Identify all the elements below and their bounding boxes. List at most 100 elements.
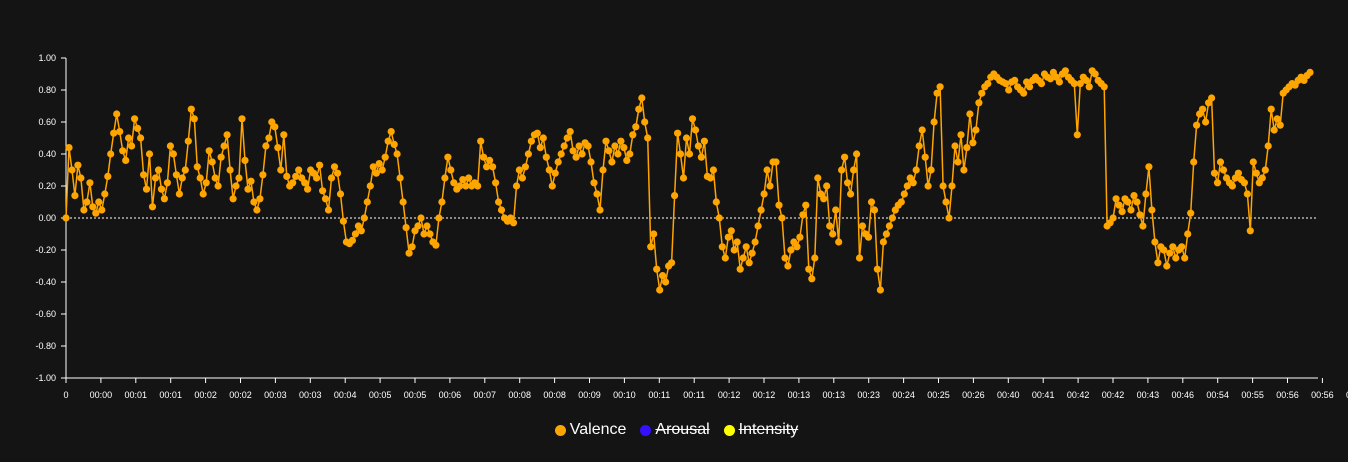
data-point xyxy=(351,230,359,238)
data-point xyxy=(688,115,697,123)
data-point xyxy=(1202,118,1210,126)
data-point xyxy=(196,174,204,182)
data-point xyxy=(86,179,94,187)
data-point xyxy=(140,171,148,179)
data-point xyxy=(1142,190,1150,198)
data-point xyxy=(593,190,601,198)
data-point xyxy=(459,176,467,184)
data-point xyxy=(116,128,124,136)
x-tick-label: 00:57 xyxy=(1346,390,1353,400)
data-point xyxy=(611,142,619,150)
data-point xyxy=(596,206,604,214)
data-point xyxy=(766,182,774,190)
legend-item-arousal[interactable]: Arousal xyxy=(640,421,710,439)
data-point xyxy=(1276,121,1284,129)
data-point xyxy=(951,142,959,150)
data-point xyxy=(65,144,73,152)
data-point xyxy=(829,230,837,238)
data-point xyxy=(166,142,174,150)
data-point xyxy=(524,150,533,158)
data-point xyxy=(903,182,911,190)
data-point xyxy=(1193,121,1201,129)
data-point xyxy=(1118,208,1126,216)
data-point xyxy=(796,233,804,241)
data-point xyxy=(751,238,759,246)
x-tick-label: 00:42 xyxy=(1102,390,1125,400)
data-point xyxy=(1261,166,1269,174)
data-point xyxy=(671,192,679,200)
data-point xyxy=(390,140,398,148)
data-point xyxy=(736,265,744,273)
data-point xyxy=(521,163,530,171)
data-point xyxy=(823,182,831,190)
chart-legend: Valence Arousal Intensity xyxy=(0,421,1353,439)
data-point xyxy=(172,171,180,179)
data-point xyxy=(927,166,935,174)
data-point xyxy=(292,172,300,180)
data-point xyxy=(674,129,682,137)
x-tick-label: 00:13 xyxy=(823,390,846,400)
data-point xyxy=(676,150,685,158)
data-point xyxy=(697,153,706,161)
data-point xyxy=(682,134,691,142)
data-point xyxy=(128,142,136,150)
x-tick-label: 00:46 xyxy=(1172,390,1195,400)
data-point xyxy=(808,275,816,283)
data-point xyxy=(718,243,726,251)
x-tick-label: 00:43 xyxy=(1137,390,1160,400)
data-point xyxy=(876,286,885,294)
data-point xyxy=(1267,105,1275,113)
data-point xyxy=(921,153,929,161)
x-tick-label: 00:55 xyxy=(1241,390,1264,400)
x-tick-label: 00:56 xyxy=(1276,390,1299,400)
data-point xyxy=(71,192,79,200)
data-point xyxy=(1252,169,1260,177)
data-point xyxy=(882,230,891,238)
data-point xyxy=(122,156,130,164)
data-point xyxy=(110,129,118,137)
data-point xyxy=(969,139,977,147)
data-point xyxy=(745,259,753,267)
legend-label: Valence xyxy=(569,421,627,438)
data-point xyxy=(134,124,142,132)
data-point xyxy=(142,185,151,193)
y-tick-label: 0.20 xyxy=(38,181,56,191)
data-point xyxy=(960,166,968,174)
legend-item-valence[interactable]: Valence xyxy=(554,421,627,439)
data-point xyxy=(1115,201,1123,209)
data-point xyxy=(1240,179,1248,187)
data-point xyxy=(441,174,449,182)
data-point xyxy=(727,227,735,235)
data-point xyxy=(486,156,494,164)
data-point xyxy=(1219,166,1228,174)
data-point xyxy=(384,137,392,145)
x-tick-label: 00:10 xyxy=(613,390,636,400)
data-point xyxy=(157,185,166,193)
data-point xyxy=(98,206,106,214)
data-point xyxy=(131,115,139,123)
data-point xyxy=(679,174,688,182)
data-point xyxy=(1210,169,1219,177)
data-point xyxy=(1148,206,1156,214)
data-point xyxy=(492,179,500,187)
data-point xyxy=(975,99,983,107)
data-point xyxy=(1208,94,1216,102)
data-point xyxy=(584,142,592,150)
data-point xyxy=(1085,83,1093,91)
x-tick-label: 00:41 xyxy=(1032,390,1055,400)
data-point xyxy=(274,144,282,152)
data-point xyxy=(321,195,330,203)
data-point xyxy=(548,182,556,190)
data-point xyxy=(712,198,720,206)
data-point xyxy=(62,214,70,222)
data-point xyxy=(101,190,109,198)
data-point xyxy=(1178,243,1186,251)
data-point xyxy=(1112,195,1120,203)
legend-item-intensity[interactable]: Intensity xyxy=(723,421,798,439)
data-point xyxy=(623,156,631,164)
data-point xyxy=(214,182,222,190)
data-point xyxy=(706,174,715,182)
data-point xyxy=(280,131,288,139)
x-tick-label: 00:12 xyxy=(718,390,741,400)
data-point xyxy=(104,172,112,180)
